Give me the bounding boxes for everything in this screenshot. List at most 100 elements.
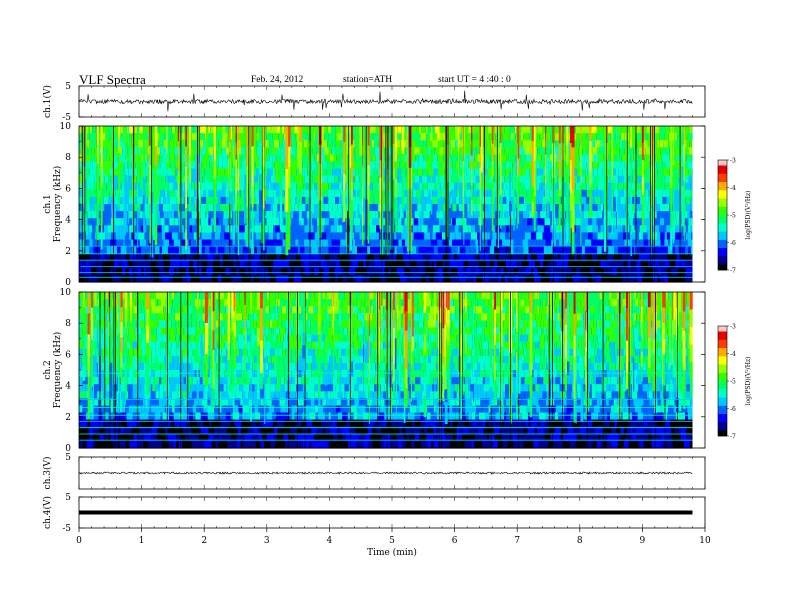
spectrogram-cell [635,204,643,212]
spectrogram-cell [319,126,325,134]
spectrogram-cell [689,140,692,148]
spectrogram-cell [427,126,431,134]
sferic-streak [448,126,451,143]
spectrogram-cell [518,168,526,177]
spectrogram-cell [676,218,680,226]
spectrogram-cell [222,126,226,134]
spectrogram-cell [139,161,142,170]
spectrogram-cell [293,211,296,219]
spectrogram-cell [670,168,675,177]
spectrogram-cell [81,274,85,283]
spectrogram-cell [611,313,615,321]
spectrogram-cell [364,320,369,329]
spectrogram-cell [247,246,251,255]
spectrogram-cell [453,299,460,307]
spectrogram-cell [242,267,246,276]
sferic-streak [356,158,358,176]
sferic-streak [299,205,302,222]
spectrogram-cell [511,253,519,262]
spectrogram-cell [190,175,193,184]
spectrogram-cell [443,154,447,163]
spectrogram-cell [209,246,216,255]
spectrogram-cell [656,204,660,212]
spectrogram-cell [545,154,548,163]
spectrogram-cell [239,175,242,184]
sferic-streak [611,144,614,162]
sferic-streak [604,167,607,189]
sferic-streak [491,178,494,197]
spectrogram-cell [441,189,445,198]
spectrogram-cell [120,196,125,205]
spectrogram-cell [139,126,143,134]
spectrogram-cell [510,246,514,255]
spectrogram-cell [235,232,238,241]
sferic-streak [437,154,440,170]
spectrogram-cell [201,246,205,255]
sferic-streak [189,168,192,184]
spectrogram-cell [352,246,358,255]
spectrogram-cell [281,320,286,329]
sferic-streak [463,126,465,146]
spectrogram-cell [584,154,591,163]
sferic-streak [123,126,125,147]
sferic-streak [177,186,180,202]
spectrogram-cell [240,133,245,141]
sferic-streak [437,183,440,199]
spectrogram-cell [457,267,463,276]
spectrogram-cell [309,299,313,307]
sferic-streak [570,194,573,212]
sferic-streak [545,169,547,184]
sferic-streak [127,165,130,185]
sferic-streak [457,126,459,139]
sferic-streak [96,126,99,145]
sferic-streak [143,160,145,178]
spectrogram-cell [331,147,335,155]
spectrogram-cell [220,306,226,314]
spectrogram-cell [570,327,576,336]
spectrogram-cell [290,225,298,233]
spectrogram-cell [432,218,439,226]
sferic-streak [497,187,499,208]
spectrogram-cell [385,218,393,226]
spectrogram-cell [140,299,144,307]
spectrogram-cell [528,260,535,269]
spectrogram-cell [129,204,135,212]
spectrogram-cell [266,239,271,248]
spectrogram-cell [208,182,214,191]
spectrogram-cell [454,260,458,269]
spectrogram-cell [291,327,299,336]
colorbar-swatch [718,190,727,194]
spectrogram-cell [606,211,612,219]
spectrogram-cell [613,274,618,283]
spectrogram-cell [640,260,645,269]
sferic-streak [233,165,235,186]
spectrogram-cell [612,175,619,184]
spectrogram-cell [558,204,565,212]
sferic-streak [279,177,283,196]
spectrogram-cell [271,196,275,205]
spectrogram-cell [194,246,200,255]
spectrogram-cell [652,225,660,233]
spectrogram-cell [588,140,595,148]
spectrogram-cell [331,232,336,241]
spectrogram-cell [636,246,640,255]
spectrogram-cell [640,306,647,314]
sferic-streak [379,212,382,230]
spectrogram-cell [293,313,300,321]
dark-streak [319,126,321,282]
spectrogram-cell [609,267,613,276]
spectrogram-cell [415,133,421,141]
spectrogram-cell [186,267,189,276]
spectrogram-cell [663,168,670,177]
spectrogram-cell [502,253,510,262]
colorbar-tick-label: -5 [730,213,736,220]
spectrogram-cell [295,239,299,248]
spectrogram-cell [470,147,477,155]
spectrogram-cell [101,253,105,262]
spectrogram-cell [324,204,329,212]
spectrogram-cell [308,154,315,163]
spectrogram-cell [87,175,95,184]
spectrogram-cell [401,218,405,226]
spectrogram-cell [79,140,81,148]
